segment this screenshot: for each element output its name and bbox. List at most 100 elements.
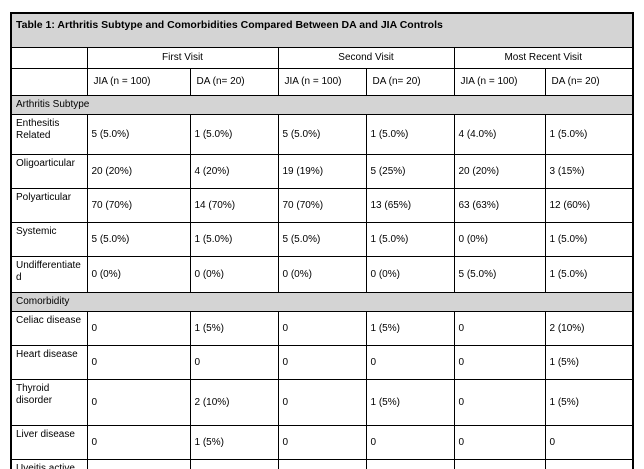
data-cell: 2 (10%) — [544, 311, 634, 346]
column-header-da-3: DA (n= 20) — [544, 68, 634, 96]
data-cell: 5 (5.0%) — [86, 114, 191, 155]
data-cell: 1 (1%) — [277, 459, 367, 469]
data-cell: 0 — [365, 345, 455, 380]
visit-header-row: First Visit Second Visit Most Recent Vis… — [10, 47, 634, 69]
section-header-comorbidity: Comorbidity — [10, 292, 634, 312]
table-title-row: Table 1: Arthritis Subtype and Comorbidi… — [10, 12, 634, 48]
table-row-oligoarticular: Oligoarticular 20 (20%) 4 (20%) 19 (19%)… — [10, 154, 634, 189]
data-cell: 2 (10%) — [189, 379, 279, 426]
data-cell: 0 — [277, 311, 367, 346]
column-header-da-1: DA (n= 20) — [189, 68, 279, 96]
data-cell: 0 — [86, 425, 191, 460]
data-cell: 63 (63%) — [453, 188, 546, 223]
data-cell: 13 (65%) — [365, 188, 455, 223]
data-cell: 3 (15%) — [544, 154, 634, 189]
table-row-undifferentiated: Undifferentiated 0 (0%) 0 (0%) 0 (0%) 0 … — [10, 256, 634, 293]
data-cell: 0 — [86, 311, 191, 346]
table-row-thyroid-disorder: Thyroid disorder 0 2 (10%) 0 1 (5%) 0 1 … — [10, 379, 634, 426]
table-title: Table 1: Arthritis Subtype and Comorbidi… — [10, 12, 634, 48]
corner-cell — [10, 68, 88, 96]
row-label: Polyarticular — [10, 188, 88, 223]
table-row-heart-disease: Heart disease 0 0 0 0 0 1 (5%) — [10, 345, 634, 380]
data-cell: 0 — [86, 379, 191, 426]
data-cell: 0 — [189, 459, 279, 469]
data-cell: 5 (5.0%) — [86, 222, 191, 257]
visit-header-most-recent: Most Recent Visit — [453, 47, 634, 69]
row-label: Enthesitis Related — [10, 114, 88, 155]
row-label: Oligoarticular — [10, 154, 88, 189]
data-cell: 1 (5.0%) — [189, 222, 279, 257]
data-cell: 0 (0%) — [86, 256, 191, 293]
row-label: Uveitis active — [10, 459, 88, 469]
data-cell: 0 — [453, 311, 546, 346]
row-label: Heart disease — [10, 345, 88, 380]
table-row-systemic: Systemic 5 (5.0%) 1 (5.0%) 5 (5.0%) 1 (5… — [10, 222, 634, 257]
data-cell: 1 (5%) — [365, 311, 455, 346]
data-cell: 1 (5%) — [544, 345, 634, 380]
corner-cell — [10, 47, 88, 69]
table-row-celiac-disease: Celiac disease 0 1 (5%) 0 1 (5%) 0 2 (10… — [10, 311, 634, 346]
data-cell: 5 (5.0%) — [277, 114, 367, 155]
data-cell: 5 (25%) — [365, 154, 455, 189]
data-cell: 1 (5%) — [189, 311, 279, 346]
section-label: Arthritis Subtype — [10, 95, 634, 115]
data-cell: 1 (5.0%) — [365, 222, 455, 257]
row-label: Systemic — [10, 222, 88, 257]
data-cell: 14 (70%) — [189, 188, 279, 223]
data-cell: 0 — [544, 425, 634, 460]
data-cell: 0 — [453, 345, 546, 380]
data-cell: 0 (0%) — [453, 222, 546, 257]
data-cell: 1 (5.0%) — [544, 114, 634, 155]
section-header-arthritis-subtype: Arthritis Subtype — [10, 95, 634, 115]
data-cell: 1 (5%) — [544, 379, 634, 426]
table-row-polyarticular: Polyarticular 70 (70%) 14 (70%) 70 (70%)… — [10, 188, 634, 223]
data-cell: 0 — [86, 345, 191, 380]
data-cell: 4 (20%) — [189, 154, 279, 189]
data-cell: 4 (4%) — [86, 459, 191, 469]
row-label: Celiac disease — [10, 311, 88, 346]
data-cell: 0 — [544, 459, 634, 469]
row-label: Liver disease — [10, 425, 88, 460]
data-cell: 1 (5.0%) — [189, 114, 279, 155]
visit-header-second: Second Visit — [277, 47, 455, 69]
data-cell: 12 (60%) — [544, 188, 634, 223]
data-cell: 1 (5.0%) — [544, 222, 634, 257]
data-cell: 0 — [189, 345, 279, 380]
column-header-row: JIA (n = 100) DA (n= 20) JIA (n = 100) D… — [10, 68, 634, 96]
data-cell: 0 (0%) — [189, 256, 279, 293]
data-cell: 0 — [277, 425, 367, 460]
data-cell: 0 — [365, 459, 455, 469]
section-label: Comorbidity — [10, 292, 634, 312]
table-row-liver-disease: Liver disease 0 1 (5%) 0 0 0 0 — [10, 425, 634, 460]
data-cell: 70 (70%) — [86, 188, 191, 223]
data-cell: 5 (5.0%) — [453, 256, 546, 293]
data-cell: 1 (5.0%) — [365, 114, 455, 155]
column-header-jia-3: JIA (n = 100) — [453, 68, 546, 96]
row-label: Thyroid disorder — [10, 379, 88, 426]
column-header-da-2: DA (n= 20) — [365, 68, 455, 96]
row-label: Undifferentiated — [10, 256, 88, 293]
table-row-uveitis-active: Uveitis active 4 (4%) 0 1 (1%) 0 3 (3%) … — [10, 459, 634, 469]
data-cell: 0 (0%) — [277, 256, 367, 293]
data-cell: 0 — [453, 379, 546, 426]
data-cell: 1 (5%) — [365, 379, 455, 426]
arthritis-comparison-table: Table 1: Arthritis Subtype and Comorbidi… — [10, 12, 635, 469]
data-cell: 19 (19%) — [277, 154, 367, 189]
data-cell: 0 — [365, 425, 455, 460]
visit-header-first: First Visit — [86, 47, 279, 69]
data-cell: 20 (20%) — [86, 154, 191, 189]
table-row-enthesitis-related: Enthesitis Related 5 (5.0%) 1 (5.0%) 5 (… — [10, 114, 634, 155]
data-cell: 0 — [277, 379, 367, 426]
data-cell: 1 (5%) — [189, 425, 279, 460]
data-cell: 3 (3%) — [453, 459, 546, 469]
column-header-jia-1: JIA (n = 100) — [86, 68, 191, 96]
data-cell: 5 (5.0%) — [277, 222, 367, 257]
data-cell: 0 — [453, 425, 546, 460]
data-cell: 70 (70%) — [277, 188, 367, 223]
column-header-jia-2: JIA (n = 100) — [277, 68, 367, 96]
data-cell: 4 (4.0%) — [453, 114, 546, 155]
data-cell: 1 (5.0%) — [544, 256, 634, 293]
data-cell: 20 (20%) — [453, 154, 546, 189]
data-cell: 0 (0%) — [365, 256, 455, 293]
